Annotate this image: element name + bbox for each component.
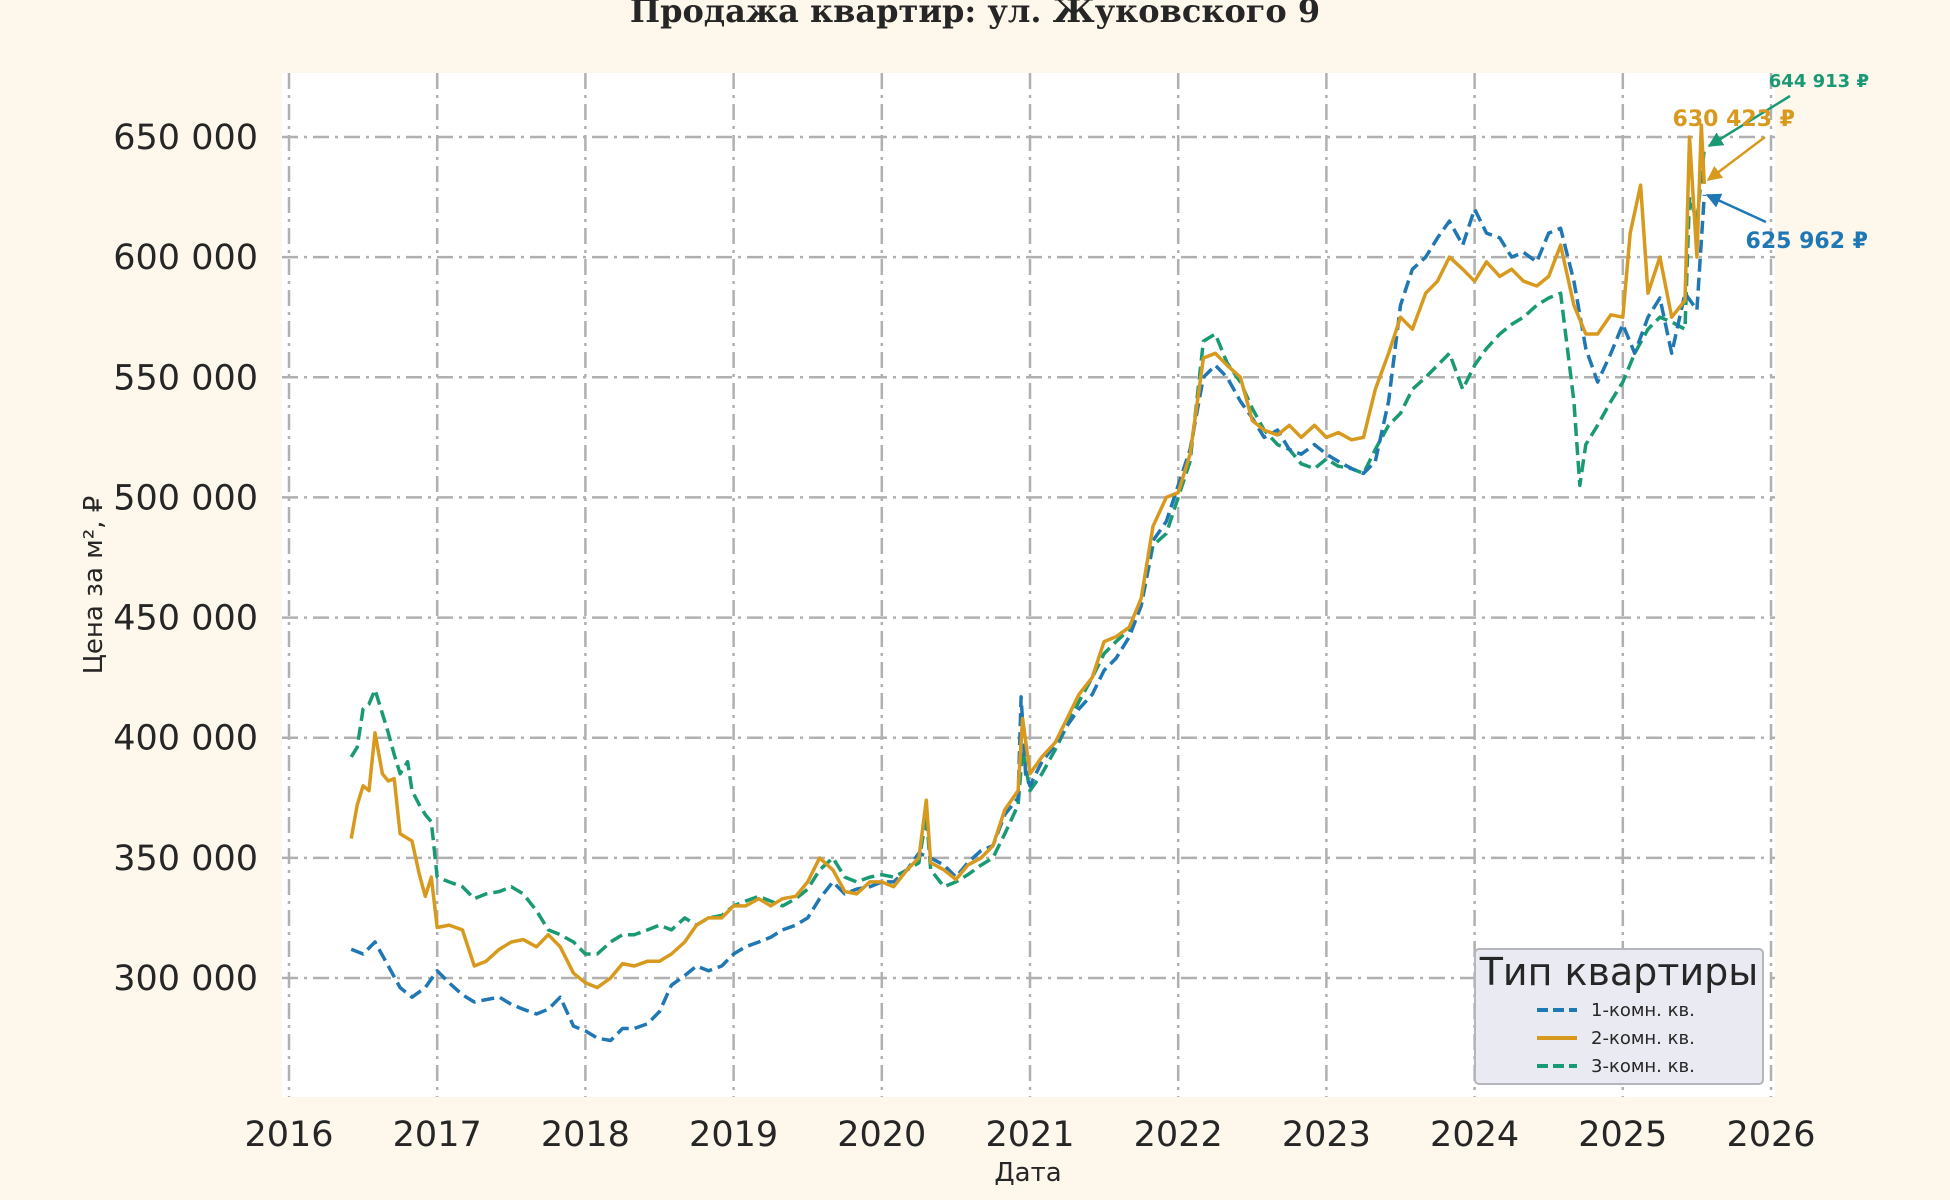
x-tick-label: 2024 xyxy=(1430,1115,1519,1155)
y-tick-label: 550 000 xyxy=(113,358,258,398)
y-tick-label: 500 000 xyxy=(113,478,258,518)
y-tick-label: 600 000 xyxy=(113,238,258,278)
y-axis-ticks: 300 000 350 000 400 000 450 000 500 000 550 0… xyxy=(113,118,258,999)
plot-area-background xyxy=(282,73,1775,1097)
legend-entry-label: 1-комн. кв. xyxy=(1591,1000,1695,1021)
x-tick-label: 2019 xyxy=(689,1115,778,1155)
x-tick-label: 2025 xyxy=(1578,1115,1667,1155)
series-line-3 xyxy=(349,149,1707,956)
annotations: 644 913 ₽ 630 423 ₽ 625 962 ₽ xyxy=(1673,71,1869,254)
annotation-arrow xyxy=(1705,193,1767,224)
x-tick-label: 2023 xyxy=(1282,1115,1371,1155)
annotation-label: 644 913 ₽ xyxy=(1769,71,1869,92)
x-axis-ticks: 2016 2017 2018 2019 2020 2021 2022 2023 2024 2025… xyxy=(244,1115,1815,1155)
annotation-label: 625 962 ₽ xyxy=(1746,229,1868,254)
x-tick-label: 2017 xyxy=(393,1115,482,1155)
legend-title: Тип квартиры xyxy=(1479,950,1759,994)
y-tick-label: 650 000 xyxy=(113,118,258,158)
annotation-arrow xyxy=(1707,94,1791,148)
x-tick-label: 2020 xyxy=(837,1115,926,1155)
legend-entry-label: 2-комн. кв. xyxy=(1591,1028,1695,1049)
legend-entry-label: 3-комн. кв. xyxy=(1591,1056,1695,1077)
series-line-1 xyxy=(350,194,1707,1043)
x-tick-label: 2021 xyxy=(985,1115,1074,1155)
x-tick-label: 2016 xyxy=(244,1115,333,1155)
legend-box xyxy=(1474,948,1764,1085)
y-tick-label: 300 000 xyxy=(113,959,258,999)
legend: Тип квартиры 1-комн. кв. 2-комн. кв. 3-ком… xyxy=(1474,948,1764,1085)
x-axis-label: Дата xyxy=(994,1158,1061,1188)
annotation-arrow xyxy=(1706,136,1766,181)
y-tick-label: 350 000 xyxy=(113,839,258,879)
chart-title: Продажа квартир: ул. Жуковского 9 xyxy=(630,0,1320,30)
annotation-label: 630 423 ₽ xyxy=(1673,107,1795,132)
series-line-2 xyxy=(349,123,1707,990)
series-lines xyxy=(349,123,1707,1043)
y-tick-label: 400 000 xyxy=(113,719,258,759)
y-tick-label: 450 000 xyxy=(113,599,258,639)
x-tick-label: 2018 xyxy=(541,1115,630,1155)
x-tick-label: 2022 xyxy=(1134,1115,1223,1155)
y-axis-label: Цена за м², ₽ xyxy=(79,496,109,675)
x-tick-label: 2026 xyxy=(1726,1115,1815,1155)
